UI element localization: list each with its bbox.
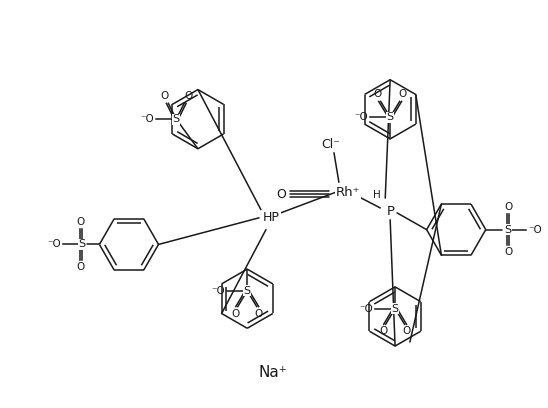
Text: ⁻O: ⁻O bbox=[359, 304, 373, 314]
Text: O: O bbox=[276, 188, 286, 201]
Text: S: S bbox=[391, 304, 398, 314]
Text: S: S bbox=[386, 112, 393, 122]
Text: HP: HP bbox=[262, 211, 279, 224]
Text: ⁻O: ⁻O bbox=[528, 225, 542, 235]
Text: O: O bbox=[184, 91, 192, 102]
Text: O: O bbox=[77, 262, 85, 272]
Text: O: O bbox=[398, 89, 407, 100]
Text: O: O bbox=[254, 308, 263, 319]
Text: ⁻O: ⁻O bbox=[354, 112, 368, 122]
Text: O: O bbox=[232, 308, 240, 319]
Text: Rh⁺: Rh⁺ bbox=[336, 186, 361, 199]
Text: O: O bbox=[374, 89, 382, 100]
Text: O: O bbox=[402, 326, 410, 336]
Text: S: S bbox=[78, 239, 85, 249]
Text: O: O bbox=[77, 217, 85, 227]
Text: S: S bbox=[173, 114, 180, 124]
Text: ⁻O: ⁻O bbox=[140, 114, 154, 124]
Text: S: S bbox=[244, 286, 251, 296]
Text: O: O bbox=[504, 247, 512, 257]
Text: ⁻O: ⁻O bbox=[47, 239, 61, 249]
Text: O: O bbox=[504, 202, 512, 212]
Text: O: O bbox=[161, 91, 169, 102]
Text: O: O bbox=[380, 326, 388, 336]
Text: H: H bbox=[373, 190, 380, 200]
Text: P: P bbox=[387, 205, 395, 218]
Text: Cl⁻: Cl⁻ bbox=[322, 138, 340, 151]
Text: S: S bbox=[504, 225, 511, 235]
Text: Na⁺: Na⁺ bbox=[259, 365, 287, 380]
Text: ⁻O: ⁻O bbox=[211, 286, 225, 296]
